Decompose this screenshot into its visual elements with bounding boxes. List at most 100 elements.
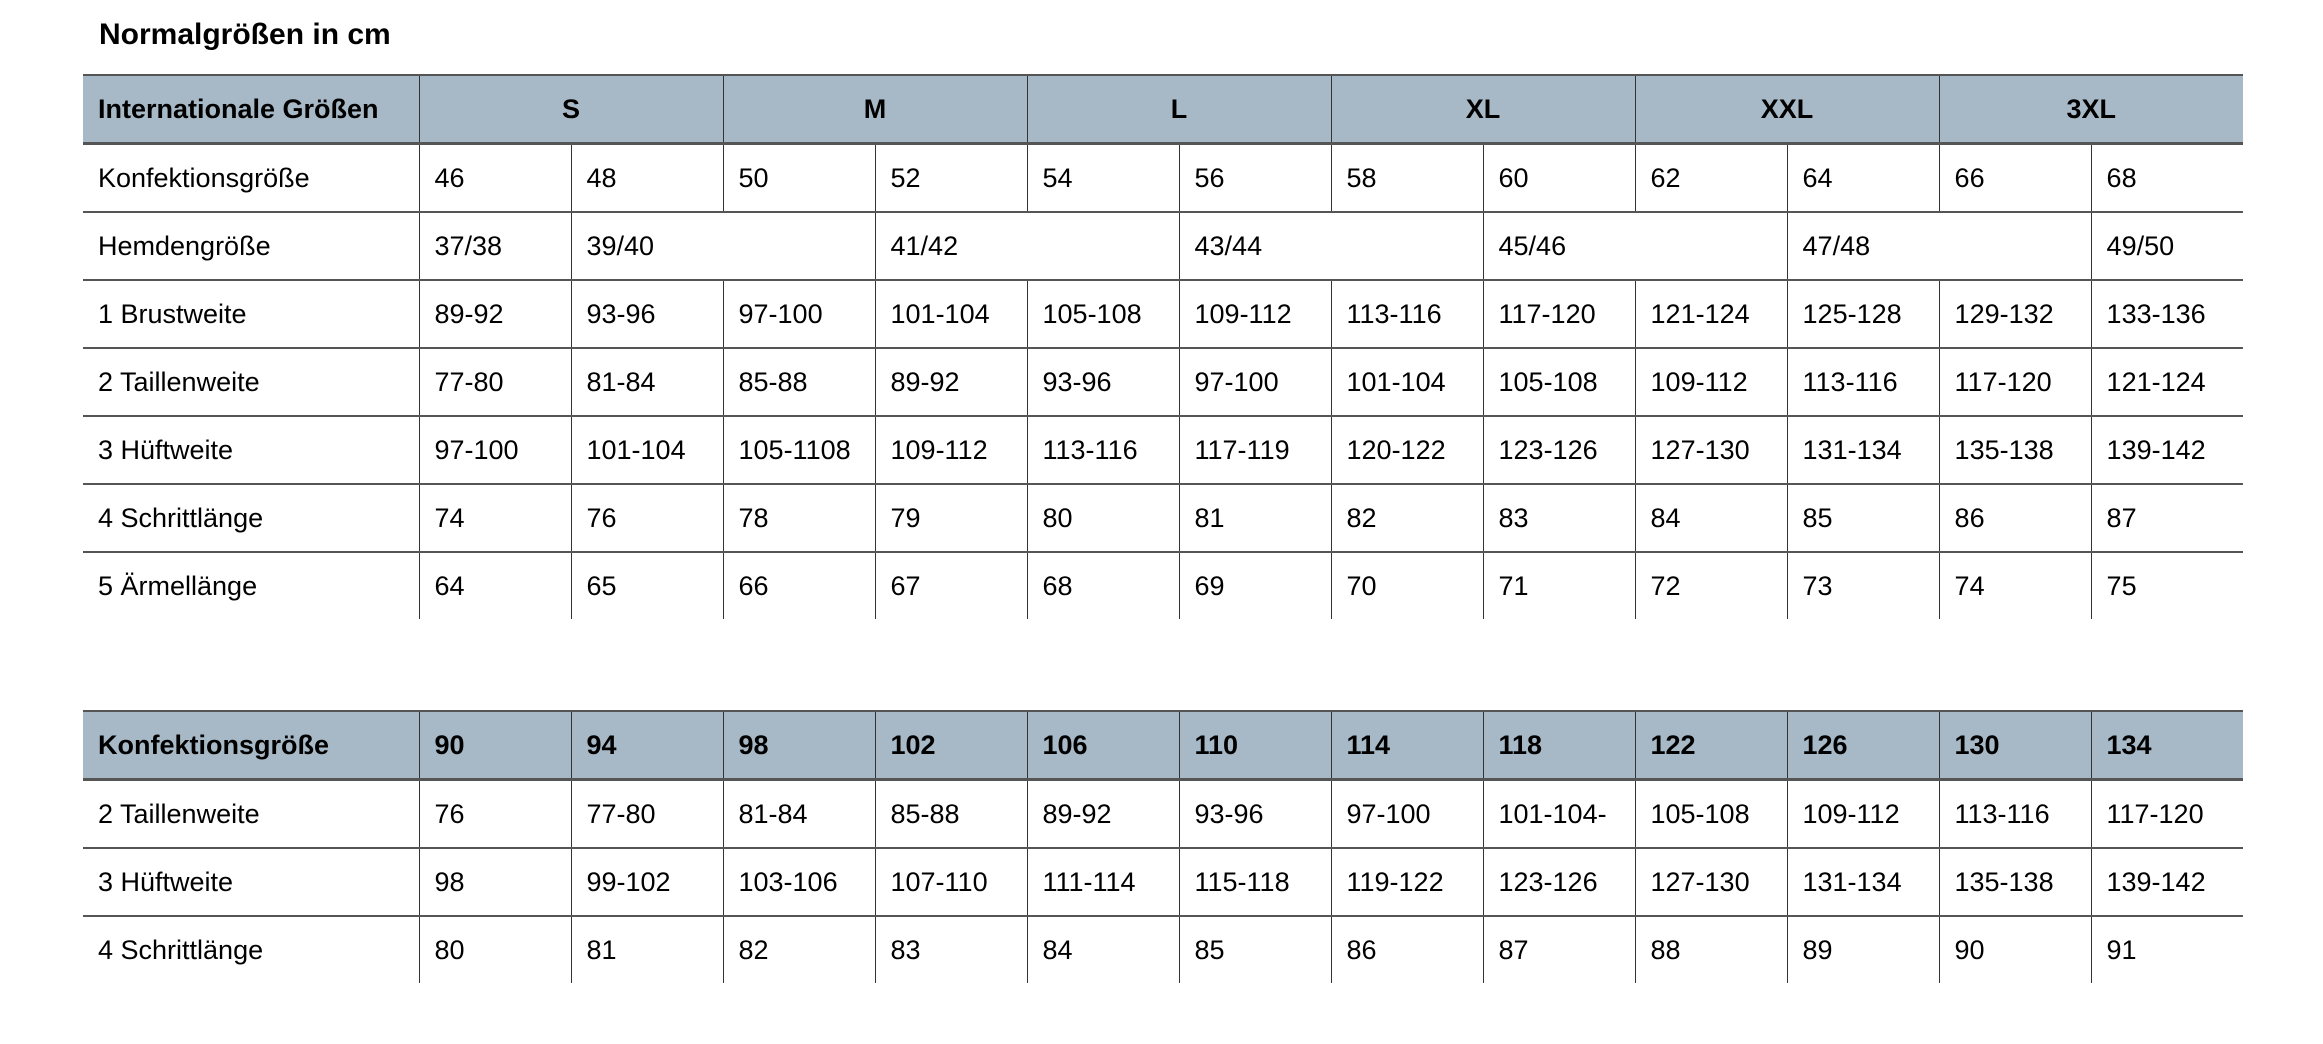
table-cell: 113-116 bbox=[1938, 778, 2091, 848]
table-cell: 115-118 bbox=[1178, 847, 1331, 916]
table-cell: 93-96 bbox=[570, 279, 724, 348]
table-cell: 127-130 bbox=[1634, 415, 1788, 484]
table-cell: 84 bbox=[1026, 915, 1179, 983]
table-cell: 86 bbox=[1330, 915, 1483, 983]
row-label: 3 Hüftweite bbox=[83, 415, 419, 484]
table-cell: 66 bbox=[722, 551, 876, 619]
table-cell: 72 bbox=[1634, 551, 1788, 619]
table-cell: 123-126 bbox=[1482, 847, 1635, 916]
table-cell: 84 bbox=[1634, 483, 1788, 552]
table-cell: 66 bbox=[1938, 142, 2092, 212]
table-cell: 83 bbox=[1482, 483, 1636, 552]
table-cell: 81-84 bbox=[570, 347, 724, 416]
table-cell: 139-142 bbox=[2090, 847, 2243, 916]
table-cell: 64 bbox=[418, 551, 571, 619]
table-cell: 139-142 bbox=[2090, 415, 2244, 484]
table-cell: 127-130 bbox=[1634, 847, 1787, 916]
table-cell: 68 bbox=[2090, 142, 2244, 212]
table-row: Konfektionsgröße 46 48 50 52 54 56 58 60 62 64 66 68 bbox=[83, 142, 2244, 212]
table-cell: 117-120 bbox=[2090, 778, 2243, 848]
size-header: L bbox=[1026, 74, 1332, 144]
table-cell: 67 bbox=[874, 551, 1028, 619]
table-cell: 99-102 bbox=[570, 847, 723, 916]
table-cell: 85 bbox=[1178, 915, 1331, 983]
table-row: 4 Schrittlänge 80 81 82 83 84 85 86 87 88 89 90 91 bbox=[83, 915, 2243, 983]
size-header: 134 bbox=[2090, 710, 2243, 780]
size-table-international: Internationale Größen S M L XL XXL 3XL Konfekti… bbox=[83, 74, 2244, 619]
table-cell: 90 bbox=[1938, 915, 2091, 983]
table-cell: 131-134 bbox=[1786, 847, 1939, 916]
table-cell: 98 bbox=[418, 847, 571, 916]
table-cell: 89-92 bbox=[874, 347, 1028, 416]
table-cell: 77-80 bbox=[418, 347, 571, 416]
table-cell: 97-100 bbox=[418, 415, 571, 484]
header-label: Internationale Größen bbox=[83, 74, 419, 144]
table-cell: 43/44 bbox=[1178, 211, 1484, 280]
table-cell: 81 bbox=[1178, 483, 1332, 552]
table-cell: 101-104- bbox=[1482, 778, 1635, 848]
table-cell: 78 bbox=[722, 483, 876, 552]
table-cell: 109-112 bbox=[874, 415, 1028, 484]
row-label: 1 Brustweite bbox=[83, 279, 419, 348]
table-cell: 105-1108 bbox=[722, 415, 876, 484]
table-cell: 87 bbox=[2090, 483, 2244, 552]
row-label: 2 Taillenweite bbox=[83, 347, 419, 416]
table-row: 1 Brustweite 89-92 93-96 97-100 101-104 105-1… bbox=[83, 279, 2244, 348]
table-cell: 105-108 bbox=[1026, 279, 1180, 348]
table-cell: 89-92 bbox=[1026, 778, 1179, 848]
table-cell: 85-88 bbox=[722, 347, 876, 416]
table-cell: 56 bbox=[1178, 142, 1332, 212]
table-row: 2 Taillenweite 76 77-80 81-84 85-88 89-92 93-9… bbox=[83, 778, 2243, 848]
table-cell: 58 bbox=[1330, 142, 1484, 212]
table-cell: 113-116 bbox=[1330, 279, 1484, 348]
table-cell: 70 bbox=[1330, 551, 1484, 619]
table-cell: 81 bbox=[570, 915, 723, 983]
table-cell: 119-122 bbox=[1330, 847, 1483, 916]
table-cell: 113-116 bbox=[1026, 415, 1180, 484]
table-cell: 85 bbox=[1786, 483, 1940, 552]
table-cell: 121-124 bbox=[1634, 279, 1788, 348]
table-cell: 103-106 bbox=[722, 847, 875, 916]
table-cell: 76 bbox=[570, 483, 724, 552]
table-cell: 91 bbox=[2090, 915, 2243, 983]
size-header: M bbox=[722, 74, 1028, 144]
table-cell: 77-80 bbox=[570, 778, 723, 848]
table-cell: 109-112 bbox=[1178, 279, 1332, 348]
table-cell: 52 bbox=[874, 142, 1028, 212]
table-cell: 125-128 bbox=[1786, 279, 1940, 348]
header-row: Internationale Größen S M L XL XXL 3XL bbox=[83, 74, 2244, 144]
table-cell: 74 bbox=[1938, 551, 2092, 619]
table-cell: 101-104 bbox=[1330, 347, 1484, 416]
size-header: 110 bbox=[1178, 710, 1331, 780]
table-cell: 88 bbox=[1634, 915, 1787, 983]
table-cell: 105-108 bbox=[1482, 347, 1636, 416]
size-header: 94 bbox=[570, 710, 723, 780]
table-cell: 123-126 bbox=[1482, 415, 1636, 484]
table-cell: 48 bbox=[570, 142, 724, 212]
table-cell: 101-104 bbox=[874, 279, 1028, 348]
table-cell: 97-100 bbox=[1330, 778, 1483, 848]
size-header: 122 bbox=[1634, 710, 1787, 780]
table-cell: 50 bbox=[722, 142, 876, 212]
table-cell: 82 bbox=[722, 915, 875, 983]
table-cell: 107-110 bbox=[874, 847, 1027, 916]
table-cell: 101-104 bbox=[570, 415, 724, 484]
table-cell: 62 bbox=[1634, 142, 1788, 212]
table-cell: 71 bbox=[1482, 551, 1636, 619]
table-cell: 111-114 bbox=[1026, 847, 1179, 916]
table-cell: 74 bbox=[418, 483, 571, 552]
table-cell: 89 bbox=[1786, 915, 1939, 983]
row-label: 5 Ärmellänge bbox=[83, 551, 419, 619]
row-label: 3 Hüftweite bbox=[83, 847, 419, 916]
table-cell: 135-138 bbox=[1938, 415, 2092, 484]
size-header: 126 bbox=[1786, 710, 1939, 780]
size-header: 3XL bbox=[1938, 74, 2244, 144]
table-cell: 133-136 bbox=[2090, 279, 2244, 348]
table-cell: 47/48 bbox=[1786, 211, 2092, 280]
row-label: 4 Schrittlänge bbox=[83, 915, 419, 983]
table-cell: 49/50 bbox=[2090, 211, 2244, 280]
page-title: Normalgrößen in cm bbox=[99, 18, 391, 51]
table-row: 4 Schrittlänge 74 76 78 79 80 81 82 83 84 85 86 87 bbox=[83, 483, 2244, 552]
table-cell: 97-100 bbox=[722, 279, 876, 348]
table-row: 3 Hüftweite 98 99-102 103-106 107-110 111-114… bbox=[83, 847, 2243, 916]
